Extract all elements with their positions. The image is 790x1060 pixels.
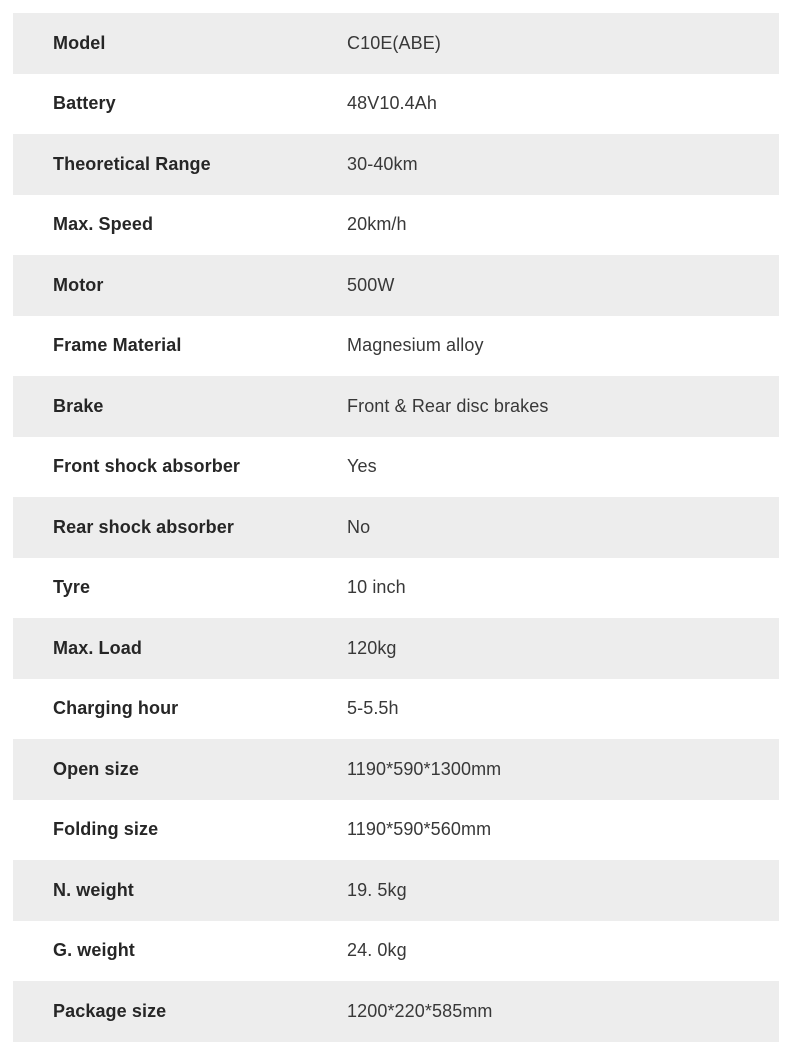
spec-label: Frame Material [53, 335, 182, 356]
spec-value: 48V10.4Ah [347, 93, 437, 114]
spec-value: Front & Rear disc brakes [347, 395, 549, 416]
spec-row-charging-hour: Charging hour 5-5.5h [13, 678, 779, 739]
spec-value: 120kg [347, 637, 397, 658]
spec-value: 500W [347, 274, 395, 295]
spec-label: N. weight [53, 879, 134, 900]
spec-row-folding-size: Folding size 1190*590*560mm [13, 799, 779, 860]
spec-row-motor: Motor 500W [13, 255, 779, 316]
spec-label: Rear shock absorber [53, 516, 234, 537]
spec-label: Max. Load [53, 637, 142, 658]
spec-value: C10E(ABE) [347, 32, 441, 53]
spec-label: Front shock absorber [53, 456, 241, 477]
spec-value: 1190*590*560mm [347, 819, 492, 840]
spec-label: Tyre [53, 577, 91, 598]
spec-row-front-shock-absorber: Front shock absorber Yes [13, 436, 779, 497]
spec-label: Folding size [53, 819, 159, 840]
spec-value: 5-5.5h [347, 698, 399, 719]
specification-table: Model C10E(ABE) Battery 48V10.4Ah Theore… [13, 13, 779, 1042]
spec-value: 1200*220*585mm [347, 1000, 493, 1021]
spec-row-theoretical-range: Theoretical Range 30-40km [13, 134, 779, 195]
spec-row-open-size: Open size 1190*590*1300mm [13, 739, 779, 800]
spec-value: 10 inch [347, 577, 406, 598]
spec-label: Open size [53, 758, 139, 779]
spec-label: Charging hour [53, 698, 179, 719]
spec-label: Package size [53, 1000, 167, 1021]
spec-label: Max. Speed [53, 214, 154, 235]
spec-label: Brake [53, 395, 104, 416]
spec-row-model: Model C10E(ABE) [13, 13, 779, 74]
spec-row-max-speed: Max. Speed 20km/h [13, 194, 779, 255]
spec-value: 30-40km [347, 153, 418, 174]
spec-label: Motor [53, 274, 104, 295]
spec-value: No [347, 516, 371, 537]
spec-row-net-weight: N. weight 19. 5kg [13, 860, 779, 921]
spec-row-tyre: Tyre 10 inch [13, 557, 779, 618]
spec-label: Theoretical Range [53, 153, 211, 174]
spec-row-gross-weight: G. weight 24. 0kg [13, 920, 779, 981]
spec-row-battery: Battery 48V10.4Ah [13, 73, 779, 134]
spec-label: Model [53, 32, 106, 53]
spec-label: Battery [53, 93, 116, 114]
spec-value: 24. 0kg [347, 940, 407, 961]
spec-row-brake: Brake Front & Rear disc brakes [13, 376, 779, 437]
spec-value: Yes [347, 456, 377, 477]
spec-row-rear-shock-absorber: Rear shock absorber No [13, 497, 779, 558]
spec-row-frame-material: Frame Material Magnesium alloy [13, 315, 779, 376]
spec-value: 19. 5kg [347, 879, 407, 900]
spec-value: 1190*590*1300mm [347, 758, 502, 779]
spec-row-max-load: Max. Load 120kg [13, 618, 779, 679]
spec-value: Magnesium alloy [347, 335, 484, 356]
spec-row-package-size: Package size 1200*220*585mm [13, 981, 779, 1042]
spec-label: G. weight [53, 940, 135, 961]
spec-value: 20km/h [347, 214, 407, 235]
